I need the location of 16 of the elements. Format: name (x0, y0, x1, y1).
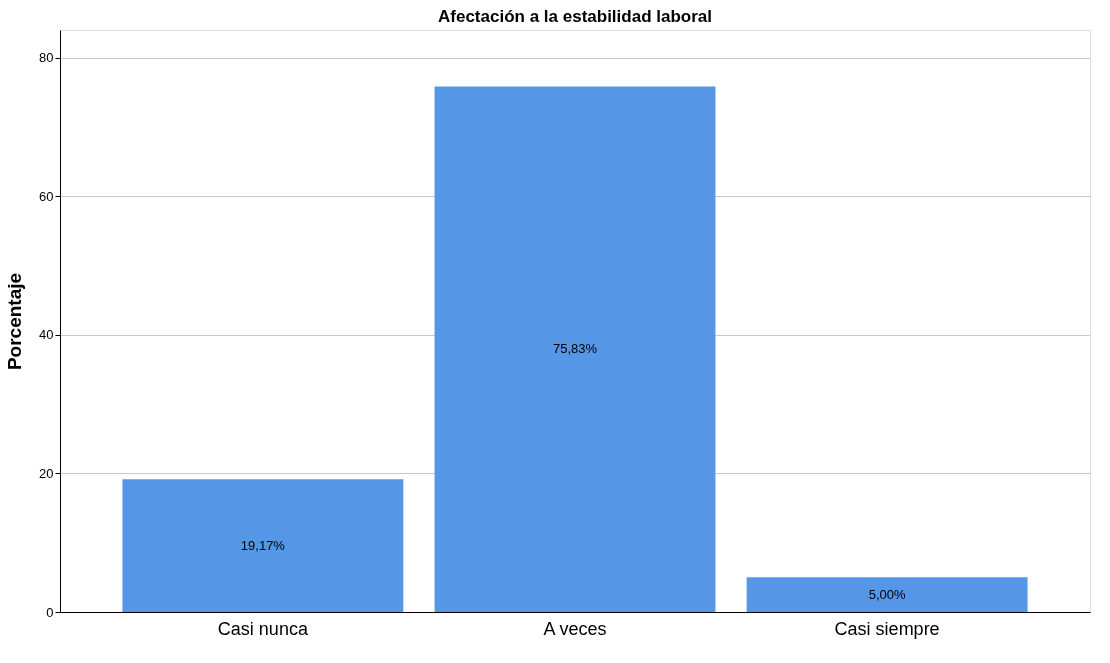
bar (434, 86, 716, 612)
y-axis-title: Porcentaje (4, 272, 26, 371)
chart-title: Afectación a la estabilidad laboral (438, 7, 712, 26)
bar (122, 479, 404, 612)
y-tick-label: 0 (46, 604, 54, 620)
data-label: 19,17% (240, 537, 286, 553)
y-tick-label: 80 (39, 50, 54, 66)
x-tick-label: Casi siempre (834, 618, 940, 639)
x-tick-label: A veces (543, 618, 607, 639)
y-tick-label: 60 (39, 188, 54, 204)
bar (746, 577, 1028, 612)
y-tick-label: 20 (39, 465, 54, 481)
x-tick-label: Casi nunca (217, 618, 309, 639)
data-label: 75,83% (552, 341, 598, 357)
y-tick-label: 40 (39, 327, 54, 343)
data-label: 5,00% (868, 586, 906, 602)
